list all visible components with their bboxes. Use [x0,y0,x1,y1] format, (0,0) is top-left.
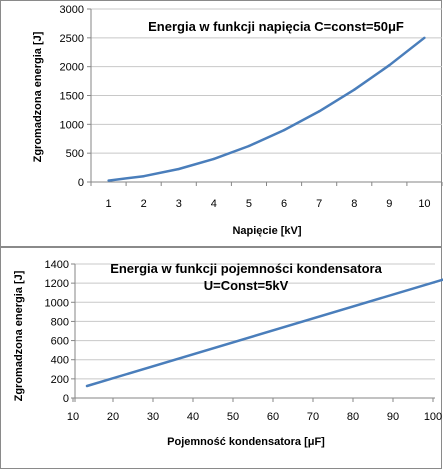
chart-panel-voltage: 0 500 1000 1500 2000 2500 3000 1 2 3 4 5 6 7 8 9 10 Energ… [0,0,443,247]
x-tick-label: 1 [105,198,111,210]
x-tick-label: 70 [307,411,319,423]
y-tick-label: 1400 [45,259,69,271]
x-tick-label: 100 [424,411,442,423]
data-point [177,167,180,171]
y-tick-label: 0 [78,177,84,189]
x-tick-label: 20 [107,411,119,423]
x-tick-label: 60 [267,411,279,423]
data-point [247,144,251,148]
y-tick-label: 2500 [60,33,84,45]
x-tick-label: 4 [211,198,217,210]
y-tick-label: 600 [51,336,69,348]
x-axis-title: Pojemność kondensatora [μF] [167,436,325,448]
y-tick-label: 500 [66,148,84,160]
data-point [107,179,110,182]
y-tick-label: 1000 [60,119,84,131]
x-tick-label: 50 [227,411,239,423]
y-tick-label: 1200 [45,278,69,290]
y-tick-label: 800 [51,316,69,328]
chart-title-line-2: U=Const=5kV [204,278,289,293]
series-line-energy [85,278,443,388]
data-point [317,110,321,113]
y-tick-label: 1000 [45,297,69,309]
x-tick-label: 3 [176,198,182,210]
data-point [423,36,426,40]
data-point [353,88,356,91]
chart-title-line-1: Energia w funkcji pojemności kondensator… [110,261,382,276]
y-tick-label: 0 [63,393,69,405]
data-point [388,64,391,67]
x-tick-label: 30 [147,411,159,423]
x-tick-label: 90 [387,411,399,423]
x-tick-label: 5 [246,198,252,210]
x-tick-label: 40 [187,411,199,423]
energy-vs-voltage-chart: 0 500 1000 1500 2000 2500 3000 1 2 3 4 5 6 7 8 9 10 Energ… [32,4,443,237]
data-point [212,157,216,161]
y-tick-label: 3000 [60,4,84,16]
y-tick-label: 1500 [60,91,84,103]
x-tick-label: 9 [386,198,392,210]
data-point [142,175,145,178]
x-tick-label: 2 [141,198,147,210]
x-tick-label: 10 [418,198,430,210]
series-line-energy [108,36,426,182]
x-tick-label: 8 [351,198,357,210]
chart-panel-capacitance: 0 200 400 600 800 1000 1200 1400 10 20 30 40 50 60 70 8… [0,247,443,469]
y-axis-title: Zgromadzona energia [J] [13,270,25,401]
y-axis-title: Zgromadzona energia [J] [32,31,44,162]
y-tick-label: 400 [51,355,69,367]
x-axis-title: Napięcie [kV] [232,225,301,237]
x-tick-label: 80 [347,411,359,423]
chart-title: Energia w funkcji napięcia C=const=50μF [148,19,404,34]
data-point [282,128,286,132]
y-tick-label: 2000 [60,62,84,74]
energy-vs-capacitance-chart: 0 200 400 600 800 1000 1200 1400 10 20 30 40 50 60 70 8… [13,259,443,448]
y-tick-label: 200 [51,374,69,386]
x-tick-label: 6 [281,198,287,210]
x-tick-label: 10 [67,411,79,423]
x-tick-label: 7 [316,198,322,210]
